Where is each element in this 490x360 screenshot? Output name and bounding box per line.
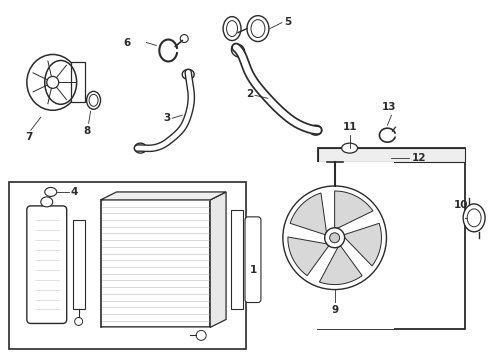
Circle shape bbox=[196, 330, 206, 340]
Ellipse shape bbox=[87, 91, 100, 109]
Bar bbox=[231, 210, 243, 310]
Ellipse shape bbox=[27, 54, 78, 110]
Bar bbox=[73, 220, 85, 310]
Circle shape bbox=[325, 228, 344, 248]
Text: 7: 7 bbox=[25, 132, 32, 142]
Text: 13: 13 bbox=[382, 102, 397, 112]
Polygon shape bbox=[344, 223, 381, 266]
Bar bbox=[295, 162, 394, 329]
Ellipse shape bbox=[45, 188, 57, 197]
Text: 5: 5 bbox=[284, 17, 291, 27]
Bar bbox=[9, 182, 246, 349]
FancyBboxPatch shape bbox=[245, 217, 261, 302]
Polygon shape bbox=[319, 246, 362, 285]
Ellipse shape bbox=[251, 20, 265, 37]
Ellipse shape bbox=[342, 143, 358, 153]
Bar bbox=[71, 62, 85, 102]
Text: 10: 10 bbox=[454, 200, 468, 210]
Text: 9: 9 bbox=[331, 305, 338, 315]
Circle shape bbox=[330, 233, 340, 243]
Circle shape bbox=[74, 318, 83, 325]
Polygon shape bbox=[210, 192, 226, 328]
Polygon shape bbox=[100, 192, 226, 200]
Ellipse shape bbox=[89, 94, 98, 106]
Polygon shape bbox=[290, 193, 326, 235]
Polygon shape bbox=[335, 191, 373, 228]
Text: 2: 2 bbox=[245, 89, 253, 99]
Bar bbox=[100, 200, 210, 328]
Ellipse shape bbox=[247, 15, 269, 41]
Circle shape bbox=[47, 76, 59, 88]
Text: 3: 3 bbox=[163, 113, 171, 123]
Ellipse shape bbox=[463, 204, 485, 232]
Text: 12: 12 bbox=[412, 153, 426, 163]
Circle shape bbox=[180, 35, 188, 42]
FancyBboxPatch shape bbox=[27, 206, 67, 323]
Text: 6: 6 bbox=[123, 37, 130, 48]
Ellipse shape bbox=[467, 209, 481, 227]
Ellipse shape bbox=[223, 17, 241, 41]
Bar bbox=[318, 148, 465, 162]
Text: 8: 8 bbox=[83, 126, 90, 136]
Text: 1: 1 bbox=[250, 265, 257, 275]
Text: 11: 11 bbox=[343, 122, 357, 132]
Bar bbox=[318, 148, 465, 329]
Ellipse shape bbox=[226, 21, 238, 37]
Ellipse shape bbox=[41, 197, 53, 207]
Polygon shape bbox=[288, 237, 329, 276]
Text: 4: 4 bbox=[71, 187, 78, 197]
